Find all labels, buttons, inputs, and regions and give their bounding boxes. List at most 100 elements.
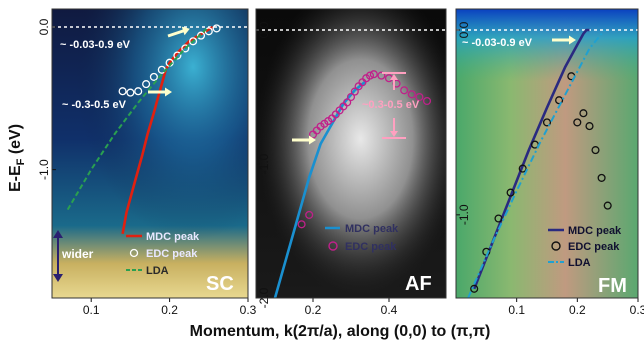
fm-ytick-label: 0.0	[457, 21, 471, 38]
af-edc-point	[297, 220, 306, 229]
sc-arrow-2-head	[165, 87, 172, 97]
fm-edc-point	[591, 146, 600, 155]
panel-af: 0.2 0.40.0-1.0-2.0 ~0.3-0.5 eV MDC peak E…	[255, 8, 447, 317]
panel-fm-ticks: 0.1 0.2 0.3 0.0 -1.0	[456, 21, 644, 317]
panel-sc-frame	[51, 8, 249, 299]
af-edc-point	[422, 96, 432, 106]
sc-edc-point	[189, 37, 198, 46]
sc-legend-lda: LDA	[146, 265, 169, 277]
y-axis-label-main: E-E	[7, 165, 24, 192]
sc-legend-mdc: MDC peak	[146, 231, 200, 243]
panel-sc: 0.1 0.2 0.3 0.0 -1.0 ~ -0.03-0.9 eV ~ -0.3-0…	[37, 8, 257, 317]
panel-fm: 0.1 0.2 0.3 0.0 -1.0 ~ -0.03-0.9 eV MDC peak…	[455, 8, 644, 317]
fm-edc-point	[597, 173, 606, 182]
af-edc-point	[346, 92, 356, 102]
panel-fm-top-band	[456, 9, 638, 298]
sc-edc-point	[181, 44, 190, 53]
sc-wider-arrow-head-bottom	[53, 274, 63, 282]
fm-edc-point	[603, 201, 612, 210]
panel-sc-label: SC	[206, 273, 234, 295]
af-bracket-arrow-down-head	[390, 131, 398, 137]
fm-edc-point	[470, 284, 479, 293]
panel-af-frame	[255, 8, 447, 299]
fm-edc-point	[494, 214, 503, 223]
af-ytick-label: 0.0	[257, 21, 271, 38]
panel-fm-label: FM	[598, 275, 627, 297]
y-axis-label: E-EF (eV)	[7, 124, 27, 192]
fm-ytick-label: -1.0	[457, 204, 471, 225]
fm-legend-lda: LDA	[568, 257, 591, 269]
af-edc-point	[365, 71, 375, 80]
sc-edc-point	[118, 87, 127, 96]
af-legend: MDC peak EDC peak	[325, 223, 399, 253]
sc-ytick-label: -1.0	[37, 159, 51, 180]
fm-legend-edc-swatch	[551, 241, 561, 251]
af-bracket-arrow-up-head	[390, 74, 398, 80]
fm-lda-line	[467, 29, 606, 299]
af-legend-edc-swatch	[328, 241, 338, 251]
fm-legend: MDC peak EDC peak LDA	[548, 225, 622, 269]
sc-legend: MDC peak EDC peak LDA	[126, 231, 200, 277]
panel-af-glow	[256, 9, 446, 298]
af-edc-point	[400, 86, 409, 95]
sc-xtick-label: 0.2	[161, 303, 178, 317]
af-legend-edc: EDC peak	[345, 241, 397, 253]
sc-annotation-2: ~ -0.3-0.5 eV	[62, 99, 127, 111]
af-arrow	[292, 135, 316, 145]
fm-legend-edc: EDC peak	[568, 241, 620, 253]
af-mdc-line	[273, 79, 368, 299]
sc-arrow-1	[167, 26, 190, 38]
sc-arrow-1-head	[181, 26, 190, 36]
af-xtick-label: 0.2	[305, 303, 322, 317]
panel-sc-glow	[52, 9, 248, 298]
sc-annotation-1: ~ -0.03-0.9 eV	[60, 39, 131, 51]
sc-xtick-label: 0.3	[240, 303, 257, 317]
sc-edc-point	[212, 24, 221, 33]
sc-ytick-label: 0.0	[37, 18, 51, 35]
sc-xtick-label: 0.1	[83, 303, 100, 317]
sc-edc-point	[142, 80, 151, 89]
y-axis-label-unit: (eV)	[7, 124, 24, 159]
panel-fm-frame	[455, 8, 639, 299]
fm-edc-point	[585, 122, 594, 131]
af-edc-point	[377, 71, 386, 80]
af-xtick-label: 0.4	[381, 303, 398, 317]
af-edc-point	[415, 92, 424, 102]
panel-sc-marks	[66, 24, 221, 235]
sc-lda-line	[66, 26, 210, 211]
sc-edc-point	[126, 88, 135, 97]
sc-annotation-wider: wider	[61, 247, 94, 261]
fm-legend-mdc: MDC peak	[568, 225, 622, 237]
af-edc-point	[369, 70, 378, 79]
fm-arrow-head	[569, 35, 576, 45]
af-annotation: ~0.3-0.5 eV	[362, 99, 420, 111]
fm-edc-point	[579, 109, 588, 118]
fm-edc-point	[555, 96, 564, 105]
af-bracket	[382, 72, 406, 139]
sc-edc-point	[134, 87, 143, 96]
sc-edc-point	[149, 72, 158, 81]
sc-wider-arrow-head-top	[53, 230, 63, 238]
sc-legend-edc: EDC peak	[146, 248, 198, 260]
af-arrow-head	[309, 135, 316, 145]
panel-af-label: AF	[405, 273, 432, 295]
af-edc-point	[350, 87, 359, 96]
x-axis-label: Momentum, k(2π/a), along (0,0) to (π,π)	[190, 323, 491, 340]
sc-edc-point	[196, 31, 206, 40]
fm-edc-point	[542, 118, 552, 127]
fm-xtick-label: 0.2	[569, 303, 586, 317]
sc-legend-edc-swatch	[129, 248, 139, 258]
panel-af-marks	[273, 70, 432, 299]
af-edc-point	[305, 210, 314, 219]
af-edc-point	[407, 90, 416, 99]
fm-xtick-label: 0.3	[630, 303, 644, 317]
af-legend-mdc: MDC peak	[345, 223, 399, 235]
fm-edc-point	[573, 118, 582, 127]
af-ytick-label: -1.0	[257, 153, 271, 174]
fm-xtick-label: 0.1	[508, 303, 525, 317]
sc-edc-point	[173, 51, 182, 60]
fm-edc-point	[506, 188, 515, 197]
y-axis-label-sub: F	[15, 158, 27, 165]
panel-sc-ticks: 0.1 0.2 0.3 0.0 -1.0	[37, 18, 257, 317]
